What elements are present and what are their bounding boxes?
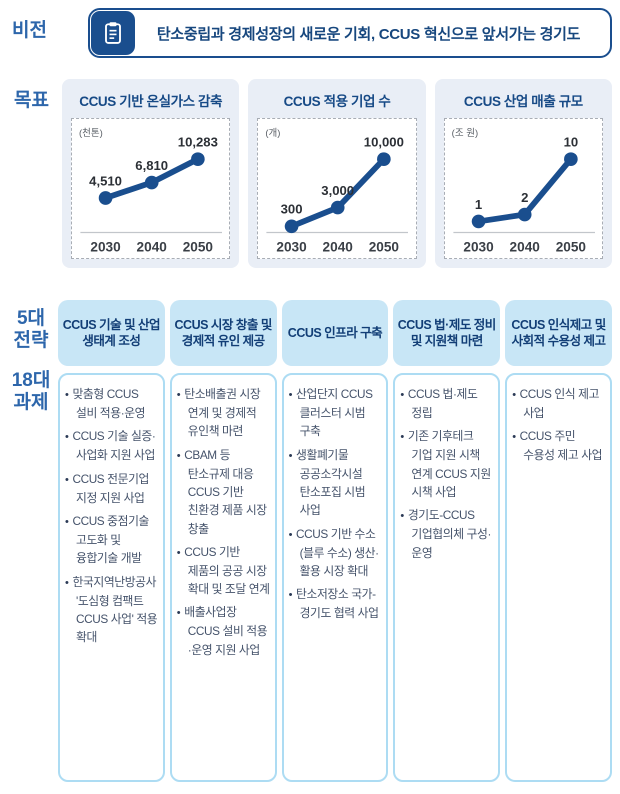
vision-box: 탄소중립과 경제성장의 새로운 기회, CCUS 혁신으로 앞서가는 경기도 — [88, 8, 612, 58]
strategy-body: 탄소배출권 시장 연계 및 경제적 유인책 마련 CBAM 등 탄소규제 대응 … — [169, 373, 277, 782]
svg-text:2050: 2050 — [183, 239, 214, 254]
task-item: CCUS 전문기업 지정 지원 사업 — [65, 470, 158, 507]
eighteen-tasks-label: 18대 과제 — [8, 370, 54, 415]
line-chart: 1 2030 2 2040 10 2050 — [453, 135, 595, 254]
svg-text:2050: 2050 — [369, 239, 400, 254]
task-list: CCUS 법·제도 정립 기존 기후테크 기업 지원 시책 연계 CCUS 지원… — [400, 385, 493, 562]
svg-text:2: 2 — [521, 190, 528, 205]
task-item: CCUS 법·제도 정립 — [400, 385, 493, 422]
task-list: CCUS 인식 제고 사업 CCUS 주민 수용성 제고 사업 — [512, 385, 605, 465]
strategy-body: CCUS 법·제도 정립 기존 기후테크 기업 지원 시책 연계 CCUS 지원… — [393, 373, 501, 782]
task-item: 한국지역난방공사 '도심형 컴팩트 CCUS 사업' 적용 확대 — [65, 573, 158, 647]
task-list: 산업단지 CCUS 클러스터 시범 구축 생활폐기물 공공소각시설 탄소포집 시… — [289, 385, 382, 622]
vision-label: 비전 — [12, 20, 47, 41]
svg-text:10,283: 10,283 — [178, 135, 218, 150]
goal-card-company-count: CCUS 적용 기업 수 (개) 300 2030 3,000 2040 10,000 2… — [248, 79, 426, 268]
goals-label: 목표 — [14, 90, 49, 111]
svg-text:2050: 2050 — [555, 239, 586, 254]
svg-text:2040: 2040 — [509, 239, 540, 254]
strategy-columns: CCUS 기술 및 산업 생태계 조성 맞춤형 CCUS 설비 적용·운영 CC… — [58, 300, 612, 782]
svg-text:3,000: 3,000 — [322, 183, 355, 198]
task-item: 탄소저장소 국가-경기도 협력 사업 — [289, 585, 382, 622]
strategy-col-tech-ecosystem: CCUS 기술 및 산업 생태계 조성 맞춤형 CCUS 설비 적용·운영 CC… — [58, 300, 165, 782]
task-item: CCUS 중점기술 고도화 및 융합기술 개발 — [65, 512, 158, 568]
strategy-col-infrastructure: CCUS 인프라 구축 산업단지 CCUS 클러스터 시범 구축 생활폐기물 공… — [281, 300, 389, 782]
five-strategies-label-line2: 전략 — [13, 330, 49, 352]
task-list: 탄소배출권 시장 연계 및 경제적 유인책 마련 CBAM 등 탄소규제 대응 … — [177, 385, 270, 659]
five-strategies-label: 5대 전략 — [8, 308, 54, 353]
strategy-col-market-incentive: CCUS 시장 창출 및 경제적 유인 제공 탄소배출권 시장 연계 및 경제적… — [169, 300, 277, 782]
strategy-body: 맞춤형 CCUS 설비 적용·운영 CCUS 기술 실증·사업화 지원 사업 C… — [58, 373, 165, 782]
strategy-header: CCUS 인식제고 및 사회적 수용성 제고 — [505, 300, 612, 366]
svg-text:2030: 2030 — [90, 239, 121, 254]
chart-unit-label: (개) — [265, 128, 281, 139]
task-item: 맞춤형 CCUS 설비 적용·운영 — [65, 385, 158, 422]
goal-card-title: CCUS 산업 매출 규모 — [463, 94, 583, 109]
goal-cards: CCUS 기반 온실가스 감축 (천톤) 4,510 2030 6,810 2040 1… — [62, 79, 612, 268]
task-item: 기존 기후테크 기업 지원 시책 연계 CCUS 지원 시책 사업 — [400, 427, 493, 501]
strategy-body: 산업단지 CCUS 클러스터 시범 구축 생활폐기물 공공소각시설 탄소포집 시… — [281, 373, 389, 782]
task-item: CCUS 기반 제품의 공공 시장 확대 및 조달 연계 — [177, 543, 270, 599]
five-strategies-label-line1: 5대 — [16, 308, 46, 329]
goal-card-title: CCUS 적용 기업 수 — [283, 94, 391, 109]
task-item: 탄소배출권 시장 연계 및 경제적 유인책 마련 — [177, 385, 270, 441]
task-list: 맞춤형 CCUS 설비 적용·운영 CCUS 기술 실증·사업화 지원 사업 C… — [65, 385, 158, 646]
eighteen-tasks-label-line1: 18대 — [11, 370, 51, 391]
svg-text:6,810: 6,810 — [135, 158, 168, 173]
task-item: 생활폐기물 공공소각시설 탄소포집 시범 사업 — [289, 446, 382, 520]
clipboard-icon — [91, 11, 135, 55]
svg-text:10,000: 10,000 — [364, 135, 404, 150]
svg-text:2040: 2040 — [137, 239, 168, 254]
line-chart-ghg: 4,510 2030 6,810 2040 10,283 2050 — [72, 119, 229, 258]
task-item: CCUS 기술 실증·사업화 지원 사업 — [65, 427, 158, 464]
task-item: 배출사업장 CCUS 설비 적용·운영 지원 사업 — [177, 603, 270, 659]
svg-text:2030: 2030 — [463, 239, 494, 254]
task-item: CCUS 기반 수소(블루 수소) 생산·활용 시장 확대 — [289, 525, 382, 581]
goal-card-title: CCUS 기반 온실가스 감축 — [79, 94, 223, 109]
svg-text:2040: 2040 — [323, 239, 354, 254]
svg-text:10: 10 — [563, 135, 578, 150]
strategy-header: CCUS 인프라 구축 — [281, 300, 389, 366]
line-chart-revenue: 1 2030 2 2040 10 2050 — [445, 119, 602, 258]
svg-text:300: 300 — [281, 202, 303, 217]
strategy-header: CCUS 기술 및 산업 생태계 조성 — [58, 300, 165, 366]
task-item: CCUS 주민 수용성 제고 사업 — [512, 427, 605, 464]
chart-box: (개) 300 2030 3,000 2040 10,000 2050 — [257, 118, 417, 259]
vision-text: 탄소중립과 경제성장의 새로운 기회, CCUS 혁신으로 앞서가는 경기도 — [156, 25, 581, 43]
task-item: 산업단지 CCUS 클러스터 시범 구축 — [289, 385, 382, 441]
chart-box: (조 원) 1 2030 2 2040 10 2050 — [443, 118, 603, 259]
line-chart-companies: 300 2030 3,000 2040 10,000 2050 — [258, 119, 415, 258]
task-item: 경기도-CCUS 기업협의체 구성·운영 — [400, 506, 493, 562]
chart-unit-label: (천톤) — [79, 128, 103, 139]
strategy-body: CCUS 인식 제고 사업 CCUS 주민 수용성 제고 사업 — [505, 373, 612, 782]
strategy-header: CCUS 시장 창출 및 경제적 유인 제공 — [169, 300, 277, 366]
goal-card-ghg-reduction: CCUS 기반 온실가스 감축 (천톤) 4,510 2030 6,810 2040 1… — [62, 79, 240, 268]
strategy-col-awareness-acceptance: CCUS 인식제고 및 사회적 수용성 제고 CCUS 인식 제고 사업 CCU… — [505, 300, 612, 782]
task-item: CBAM 등 탄소규제 대응 CCUS 기반 친환경 제품 시장 창출 — [177, 446, 270, 538]
eighteen-tasks-label-line2: 과제 — [13, 392, 49, 414]
line-chart: 300 2030 3,000 2040 10,000 2050 — [266, 135, 409, 254]
chart-unit-label: (조 원) — [451, 128, 479, 139]
svg-text:1: 1 — [475, 197, 482, 212]
chart-box: (천톤) 4,510 2030 6,810 2040 10,283 2050 — [71, 118, 231, 259]
svg-text:2030: 2030 — [277, 239, 308, 254]
strategy-header: CCUS 법·제도 정비 및 지원책 마련 — [393, 300, 501, 366]
task-item: CCUS 인식 제고 사업 — [512, 385, 605, 422]
line-chart: 4,510 2030 6,810 2040 10,283 2050 — [80, 135, 222, 254]
svg-text:4,510: 4,510 — [89, 173, 122, 188]
strategy-col-legal-support: CCUS 법·제도 정비 및 지원책 마련 CCUS 법·제도 정립 기존 기후… — [393, 300, 501, 782]
goal-card-industry-revenue: CCUS 산업 매출 규모 (조 원) 1 2030 2 2040 10 2050 — [434, 79, 612, 268]
